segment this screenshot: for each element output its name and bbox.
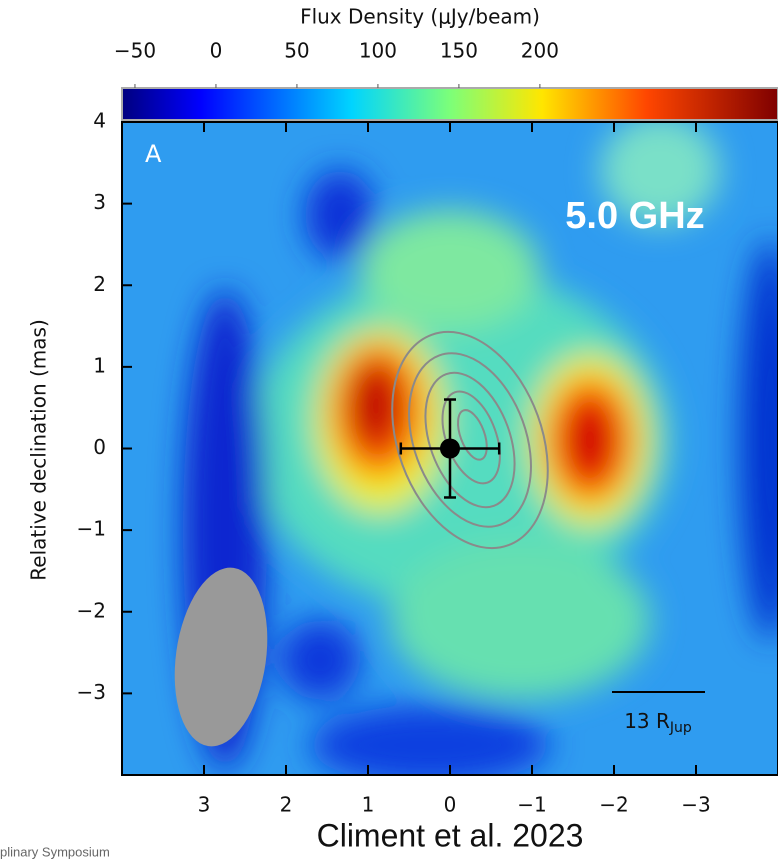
colorbar-tick-label: 200	[521, 39, 559, 63]
frequency-label: 5.0 GHz	[565, 195, 704, 237]
x-tick-label: 2	[280, 793, 293, 817]
x-tick-label: −2	[599, 793, 628, 817]
scale-text: 13 R	[624, 709, 670, 733]
x-tick-label: 1	[362, 793, 375, 817]
scale-subscript: Jup	[669, 720, 692, 736]
y-tick-label: −2	[77, 598, 106, 622]
beam	[174, 567, 268, 747]
y-tick-label: 0	[93, 435, 106, 459]
scale-label: 13 RJup	[624, 709, 692, 737]
colorbar-tick-label: 0	[210, 39, 223, 63]
x-tick-label: −1	[517, 793, 546, 817]
colorbar-tick-label: 150	[440, 39, 478, 63]
credit: Climent et al. 2023	[317, 817, 584, 853]
colorbar-tick-label: −50	[114, 39, 156, 63]
colorbar-label: Flux Density (μJy/beam)	[300, 5, 540, 29]
y-tick-label: −3	[77, 680, 106, 704]
x-tick-label: −3	[681, 793, 710, 817]
y-tick-label: 4	[93, 109, 106, 133]
colorbar	[121, 87, 778, 121]
footer: plinary Symposium	[0, 844, 110, 859]
y-tick-label: 3	[93, 190, 106, 214]
source-marker	[440, 438, 460, 459]
colorbar-tick-label: 50	[284, 39, 309, 63]
panel-label: A	[145, 140, 162, 168]
y-axis-label: Relative declination (mas)	[27, 319, 51, 580]
y-tick-label: −1	[77, 517, 106, 541]
y-tick-label: 2	[93, 272, 106, 296]
y-tick-label: 1	[93, 353, 106, 377]
x-tick-label: 3	[198, 793, 211, 817]
colorbar-tick-label: 100	[359, 39, 397, 63]
x-tick-label: 0	[444, 793, 457, 817]
